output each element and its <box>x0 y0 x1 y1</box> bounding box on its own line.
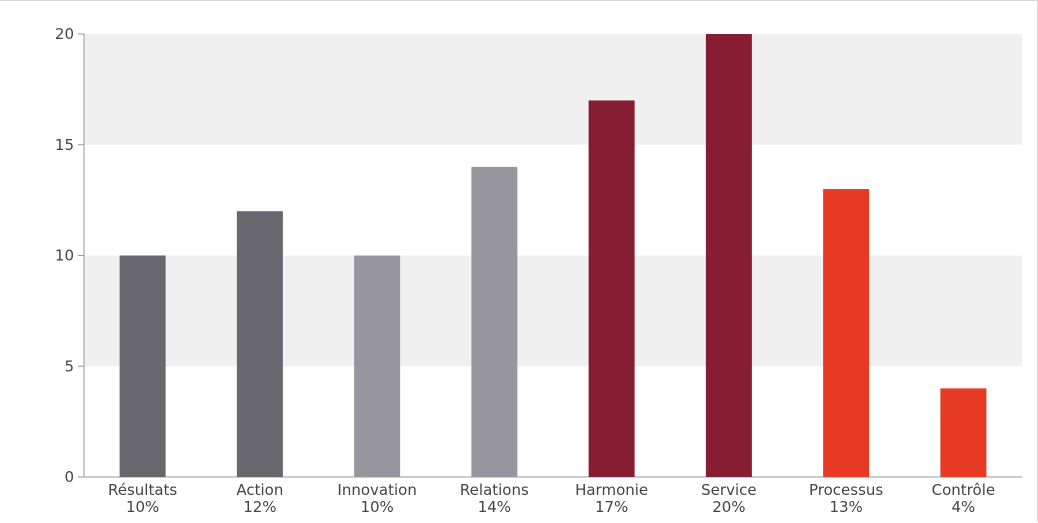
x-percent-label: 10% <box>360 498 393 516</box>
x-category-label: Action <box>236 481 283 499</box>
x-category-label: Relations <box>460 481 529 499</box>
x-category-label: Contrôle <box>932 481 995 499</box>
x-category-label: Processus <box>809 481 883 499</box>
y-tick-label: 10 <box>55 247 74 265</box>
x-percent-label: 14% <box>478 498 511 516</box>
x-percent-label: 17% <box>595 498 628 516</box>
y-tick-label: 0 <box>64 468 74 486</box>
y-tick-label: 20 <box>55 25 74 43</box>
bar <box>354 255 401 477</box>
x-percent-label: 13% <box>829 498 862 516</box>
x-percent-label: 10% <box>126 498 159 516</box>
x-percent-label: 4% <box>951 498 975 516</box>
y-tick-label: 15 <box>55 136 74 154</box>
x-percent-label: 20% <box>712 498 745 516</box>
bar <box>940 388 987 477</box>
bar <box>588 100 635 477</box>
grid-band <box>84 34 1022 145</box>
x-category-label: Résultats <box>108 481 177 499</box>
grid-band <box>84 255 1022 367</box>
x-percent-label: 12% <box>243 498 276 516</box>
bar <box>823 189 870 478</box>
x-category-label: Harmonie <box>575 481 648 499</box>
x-category-label: Innovation <box>337 481 416 499</box>
y-tick-label: 5 <box>64 357 74 375</box>
bar <box>705 34 752 477</box>
bar <box>236 211 283 477</box>
bar <box>471 166 518 477</box>
bar <box>119 255 166 477</box>
x-category-label: Service <box>701 481 756 499</box>
